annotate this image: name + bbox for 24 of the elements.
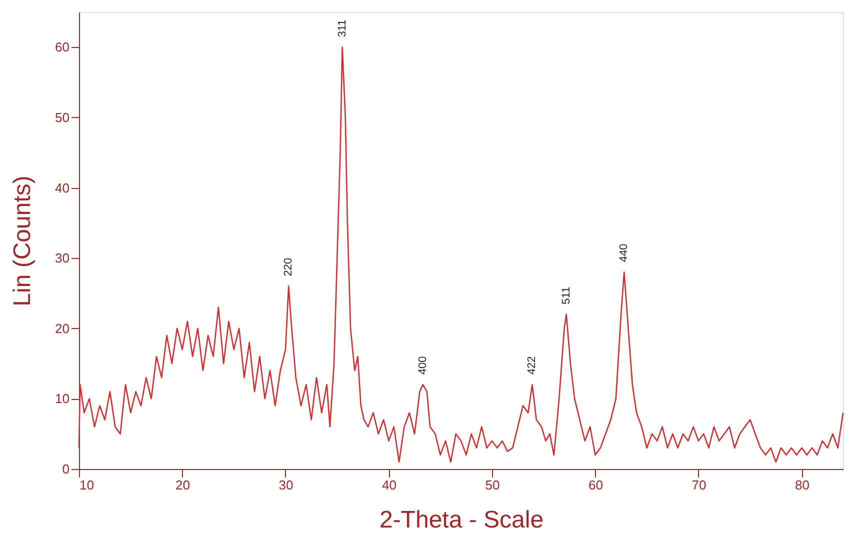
y-tick-label: 50: [55, 110, 70, 125]
x-axis-title: 2-Theta - Scale: [379, 506, 544, 534]
y-tick-label: 60: [55, 40, 70, 55]
x-tick-label: 20: [176, 478, 190, 492]
y-tick-label: 0: [62, 462, 70, 476]
x-tick-label: 10: [80, 478, 94, 492]
annotation: 511: [560, 286, 572, 304]
annotation: 311: [336, 20, 348, 38]
y-axis-title: Lin (Counts): [9, 176, 36, 306]
y-tick-label: 40: [55, 180, 70, 196]
x-tick-label: 70: [692, 478, 706, 492]
x-tick-label: 60: [588, 478, 603, 492]
x-tick-label: 50: [485, 478, 500, 492]
x-tick-label: 40: [382, 478, 396, 492]
annotation: 422: [526, 356, 538, 375]
annotation: 440: [618, 244, 630, 262]
x-tick-label: 80: [794, 478, 810, 492]
line-series: [78, 46, 844, 463]
y-tick-label: 10: [55, 391, 70, 406]
x-tick-label: 30: [278, 478, 294, 492]
y-tick-label: 30: [55, 250, 70, 266]
annotation: 400: [416, 356, 429, 375]
y-tick-label: 20: [55, 320, 70, 336]
annotation: 220: [282, 258, 295, 276]
